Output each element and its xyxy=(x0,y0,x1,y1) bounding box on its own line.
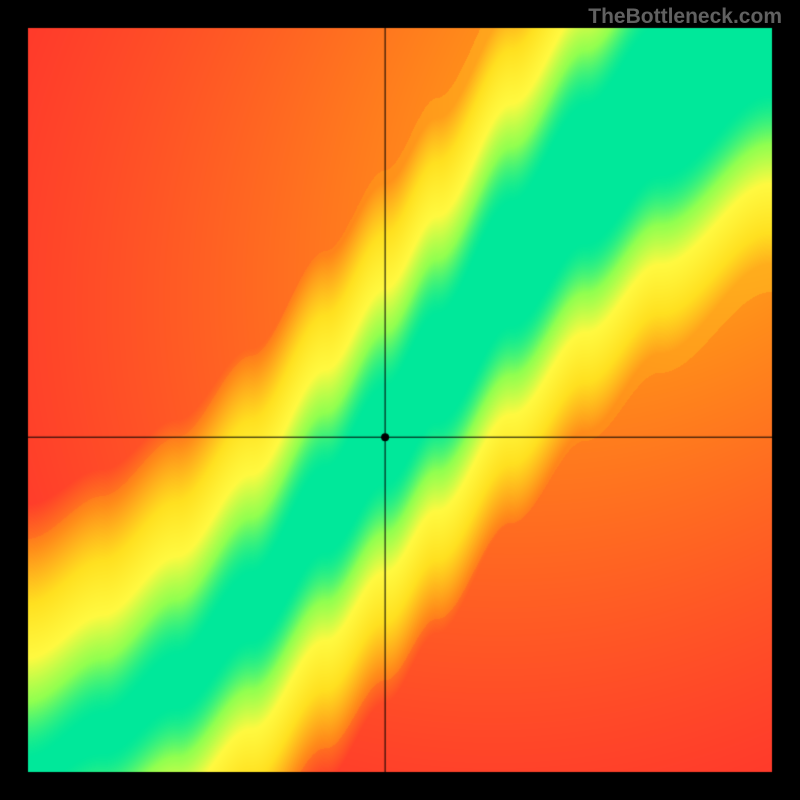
chart-container: TheBottleneck.com xyxy=(0,0,800,800)
heatmap-canvas xyxy=(0,0,800,800)
watermark-text: TheBottleneck.com xyxy=(588,5,782,29)
